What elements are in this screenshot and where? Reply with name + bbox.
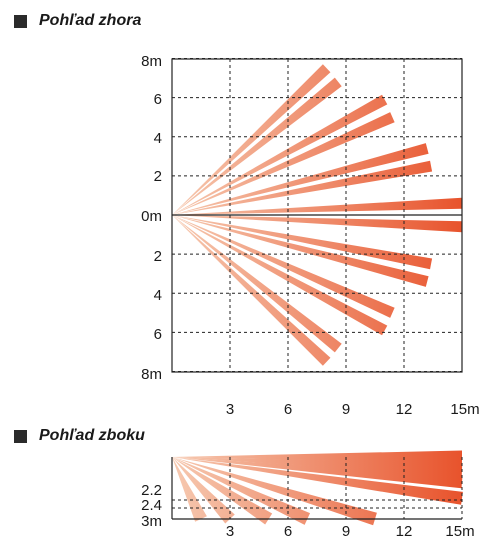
top-y-label: 8m <box>141 366 162 383</box>
top-view-plot: 8m 6 4 2 0m 2 4 6 8m 3 6 9 12 15m <box>141 53 479 418</box>
top-view-grid <box>171 58 463 373</box>
section-marker-icon <box>14 14 27 28</box>
side-x-label: 3 <box>226 523 234 540</box>
side-beam <box>172 457 235 524</box>
top-beam <box>172 112 395 215</box>
top-beam <box>172 215 433 270</box>
side-beam <box>172 457 463 505</box>
side-x-label: 6 <box>284 523 292 540</box>
side-beam <box>172 457 377 526</box>
top-view-beams <box>172 64 463 366</box>
top-beam <box>172 215 342 353</box>
top-beam <box>172 215 463 233</box>
side-beam <box>172 457 273 525</box>
top-beam <box>172 215 429 287</box>
top-x-label: 12 <box>396 401 413 418</box>
top-y-label: 6 <box>154 326 162 343</box>
top-y-label: 0m <box>141 208 162 225</box>
top-beam <box>172 160 433 215</box>
side-beam <box>172 457 463 489</box>
top-beam <box>172 77 342 216</box>
top-x-label: 15m <box>450 401 479 418</box>
side-x-label: 15m <box>445 523 474 540</box>
top-y-label: 4 <box>154 130 162 147</box>
side-view-grid <box>171 457 463 520</box>
top-view-header: Pohľad zhora <box>14 12 141 30</box>
top-beam <box>172 94 388 215</box>
top-y-label: 6 <box>154 91 162 108</box>
side-x-label: 9 <box>342 523 350 540</box>
side-y-label: 2.4 <box>141 497 162 514</box>
top-y-label: 8m <box>141 53 162 70</box>
top-view-title: Pohľad zhora <box>39 12 142 29</box>
side-y-label: 2.2 <box>141 482 162 499</box>
top-y-label: 4 <box>154 287 162 304</box>
top-y-label: 2 <box>154 168 162 185</box>
side-view-header: Pohľad zboku <box>14 427 145 445</box>
side-x-label: 12 <box>396 523 413 540</box>
top-x-label: 6 <box>284 401 292 418</box>
top-beam <box>172 215 395 318</box>
top-x-label: 9 <box>342 401 350 418</box>
top-beam <box>172 143 429 215</box>
section-marker-icon <box>14 429 27 443</box>
side-y-label: 3m <box>141 513 162 530</box>
side-view-beams <box>172 450 463 526</box>
top-beam <box>172 215 331 366</box>
side-view-plot: 2.2 2.4 3m 3 6 9 12 15m <box>141 450 475 540</box>
side-view-title: Pohľad zboku <box>39 427 145 444</box>
top-y-label: 2 <box>154 248 162 265</box>
top-beam <box>172 197 463 215</box>
side-beam <box>172 450 462 464</box>
side-beam <box>172 457 207 522</box>
top-beam <box>172 215 388 336</box>
top-beam <box>172 64 331 216</box>
top-x-label: 3 <box>226 401 234 418</box>
